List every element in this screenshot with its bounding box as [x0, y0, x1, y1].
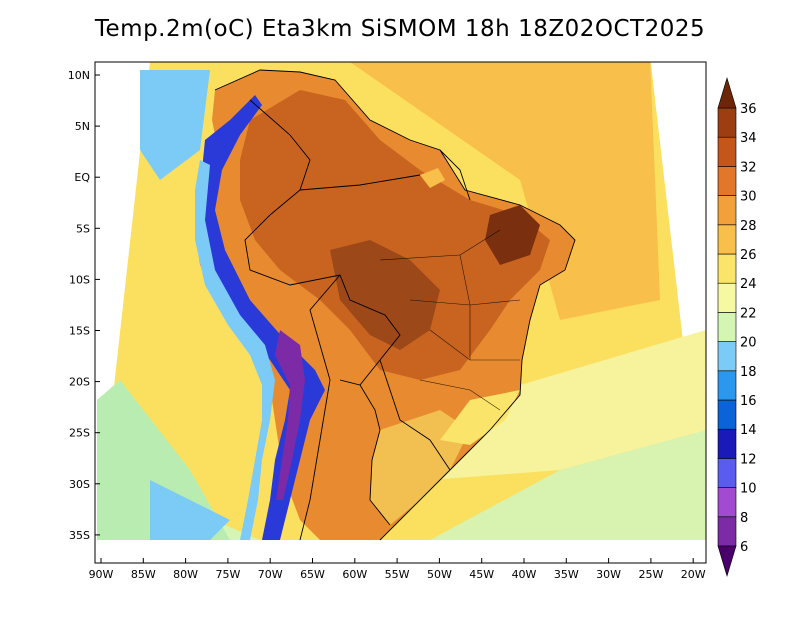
lat-tick-label: EQ	[74, 171, 90, 184]
colorbar-box	[717, 312, 737, 342]
lon-tick-label: 50W	[427, 568, 452, 581]
lon-tick-label: 25W	[638, 568, 663, 581]
ocean-pacific-cold-2	[150, 480, 230, 540]
latitude-axis: 10N 5N EQ 5S 10S 15S 20S 25S 30S 35S	[68, 69, 100, 542]
colorbar-label: 12	[740, 452, 757, 467]
ocean-east-tropical	[350, 62, 660, 320]
colorbar-label: 28	[740, 219, 757, 234]
colorbar-label: 14	[740, 423, 757, 438]
colorbar-box	[717, 107, 737, 138]
colorbar-label: 20	[740, 336, 757, 351]
colorbar-box	[717, 224, 737, 255]
colorbar-label: 26	[740, 248, 757, 263]
lat-tick-label: 15S	[69, 325, 90, 338]
colorbar-box	[717, 458, 737, 488]
northeast-hottest	[485, 205, 540, 265]
colorbar-label: 32	[740, 160, 757, 175]
temperature-map	[95, 62, 706, 563]
lon-tick-label: 65W	[300, 568, 325, 581]
lon-tick-label: 75W	[215, 568, 240, 581]
ocean-southeast-warm	[430, 330, 706, 480]
colorbar-box	[717, 341, 737, 372]
lat-tick-label: 10S	[69, 273, 90, 286]
ocean-pacific-north	[140, 70, 210, 180]
lon-tick-label: 20W	[681, 568, 706, 581]
colorbar-label: 36	[740, 102, 757, 117]
colorbar-box	[717, 370, 737, 401]
lon-tick-label: 45W	[469, 568, 494, 581]
lon-tick-label: 70W	[258, 568, 283, 581]
colorbar-box	[717, 253, 737, 284]
lat-tick-label: 35S	[69, 529, 90, 542]
lon-tick-label: 55W	[385, 568, 410, 581]
colorbar-box	[717, 487, 737, 518]
map-title: Temp.2m(oC) Eta3km SiSMOM 18h 18Z02OCT20…	[94, 16, 706, 42]
colorbar: 6 8 10 12 14 16 18 20 22 24 26 28 30 32 34 36	[717, 76, 757, 578]
andes-west-slope	[195, 160, 275, 540]
colorbar-box	[717, 136, 737, 167]
lon-tick-label: 80W	[173, 568, 198, 581]
colorbar-box	[717, 428, 737, 459]
lat-tick-label: 25S	[69, 427, 90, 440]
state-borders	[379, 229, 521, 411]
colorbar-label: 16	[740, 394, 757, 409]
lat-tick-label: 5S	[76, 222, 90, 235]
colorbar-label: 18	[740, 365, 757, 380]
lon-tick-label: 90W	[89, 568, 114, 581]
lon-tick-label: 85W	[131, 568, 156, 581]
colorbar-label: 30	[740, 190, 757, 205]
longitude-axis: 90W 85W 80W 75W 70W 65W 60W 55W 50W 45W 40W 35W 30W 2…	[89, 558, 706, 581]
map-frame	[94, 61, 707, 564]
interior-hot-core	[240, 90, 550, 380]
colorbar-box	[717, 282, 737, 313]
colorbar-label: 34	[740, 131, 757, 146]
interior-hottest	[330, 240, 440, 350]
country-borders	[214, 69, 576, 541]
colorbar-box	[717, 516, 737, 547]
colorbar-box	[717, 195, 737, 226]
amazon-mouth	[420, 168, 445, 188]
colorbar-label: 10	[740, 482, 757, 497]
colorbar-arrow-low	[717, 545, 737, 578]
ocean-southeast-cool	[430, 430, 706, 540]
ocean-pacific-cold	[97, 380, 230, 540]
lat-tick-label: 5N	[75, 120, 90, 133]
lat-tick-label: 20S	[69, 376, 90, 389]
colorbar-box	[717, 399, 737, 430]
lat-tick-label: 30S	[69, 478, 90, 491]
lon-tick-label: 30W	[596, 568, 621, 581]
colorbar-arrow-high	[717, 76, 737, 109]
lon-tick-label: 60W	[342, 568, 367, 581]
colorbar-label: 22	[740, 306, 757, 321]
colorbar-label: 6	[740, 540, 748, 555]
colorbar-label: 8	[740, 511, 748, 526]
colorbar-label: 24	[740, 277, 757, 292]
lat-tick-label: 10N	[68, 69, 90, 82]
lon-tick-label: 35W	[554, 568, 579, 581]
lon-tick-label: 40W	[512, 568, 537, 581]
colorbar-box	[717, 166, 737, 196]
andes-coldest	[275, 330, 305, 500]
southeast-coast-cool	[440, 390, 520, 445]
